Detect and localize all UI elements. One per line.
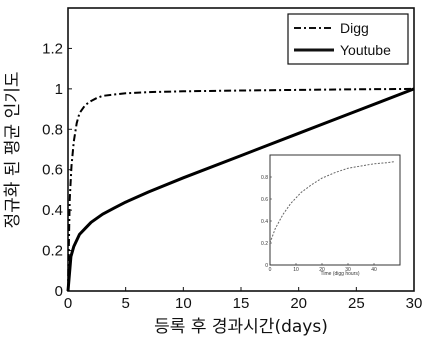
inset-series-layer: [269, 161, 395, 244]
y-axis-label: 정규화 된 평균 인기도: [3, 72, 23, 229]
y-axis-ticks: 0 0.2 0.4 0.6 0.8 1 1.2: [42, 40, 72, 300]
inset-x-axis-label: Time (digg hours): [321, 271, 360, 277]
x-tick-label: 30: [406, 295, 423, 312]
y-tick-label: 1: [55, 81, 63, 98]
y-tick-label: 0.6: [42, 162, 63, 179]
legend-label-youtube: Youtube: [340, 42, 391, 58]
x-tick-label: 25: [348, 295, 365, 312]
inset-ticks: 0 10 20 30 40 0 0.2 0.4 0.6 0.8: [261, 175, 377, 273]
x-tick-label: 5: [121, 295, 129, 312]
y-tick-label: 0.4: [42, 202, 63, 219]
inset-x-tick-label: 0: [269, 267, 272, 273]
series-layer: [66, 87, 415, 292]
series-line-digg: [67, 87, 415, 292]
inset-x-tick-label: 30: [345, 267, 351, 273]
y-tick-label: 0.2: [42, 243, 63, 260]
inset-chart: 0 10 20 30 40 0 0.2 0.4 0.6 0.8 Time (digg hours): [261, 154, 401, 277]
inset-y-tick-label: 0: [265, 263, 268, 269]
legend-box: [287, 13, 409, 65]
inset-y-tick-label: 0.6: [261, 197, 268, 203]
x-tick-label: 10: [175, 295, 192, 312]
inset-x-tick-label: 20: [319, 267, 325, 273]
legend: Digg Youtube: [287, 13, 409, 65]
inset-x-tick-label: 40: [371, 267, 377, 273]
x-tick-label: 20: [290, 295, 307, 312]
inset-y-tick-label: 0.2: [261, 241, 268, 247]
y-tick-label: 0: [55, 283, 63, 300]
series-line-youtube: [66, 87, 415, 292]
x-tick-label: 15: [233, 295, 250, 312]
inset-series-line: [269, 161, 395, 244]
x-axis-ticks: 0 5 10 15 20 25 30: [64, 287, 423, 312]
y-tick-label: 0.8: [42, 121, 63, 138]
x-tick-label: 0: [64, 295, 72, 312]
y-tick-label: 1.2: [42, 40, 63, 57]
legend-label-digg: Digg: [340, 20, 369, 36]
inset-frame: [269, 154, 401, 266]
x-axis-label: 등록 후 경과시간(days): [154, 317, 328, 337]
inset-y-tick-label: 0.8: [261, 175, 268, 181]
inset-y-tick-label: 0.4: [261, 219, 268, 225]
inset-x-tick-label: 10: [293, 267, 299, 273]
